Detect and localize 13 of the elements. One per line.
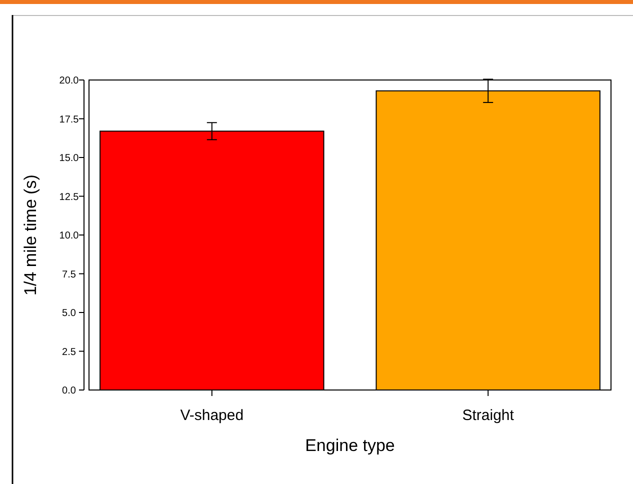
x-tick-label: V-shaped	[180, 407, 244, 424]
y-tick-label: 12.5	[59, 192, 80, 203]
y-tick-label: 20.0	[59, 76, 80, 86]
y-tick-label: 0.0	[62, 386, 76, 396]
x-axis-title: Engine type	[305, 436, 395, 455]
y-tick-label: 7.5	[62, 269, 76, 280]
y-tick-label: 10.0	[59, 230, 80, 242]
y-axis-title: 1/4 mile time (s)	[21, 174, 40, 296]
y-tick-label: 2.5	[62, 346, 76, 358]
y-tick-label: 17.5	[59, 114, 80, 126]
y-tick-label: 15.0	[59, 153, 80, 164]
y-tick-label: 5.0	[62, 308, 76, 319]
x-tick-label: Straight	[462, 407, 515, 424]
